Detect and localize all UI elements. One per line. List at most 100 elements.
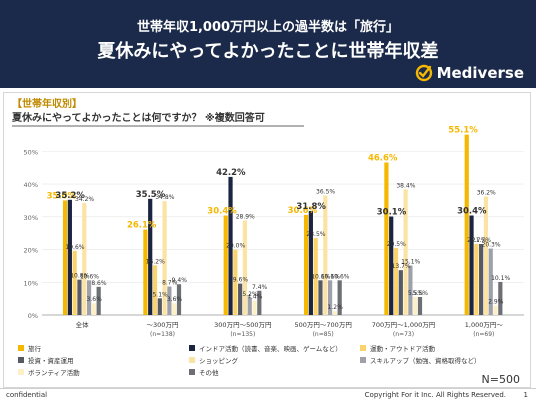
bar xyxy=(408,265,413,315)
bar xyxy=(252,300,257,315)
data-label: 3.6% xyxy=(87,296,103,303)
bar xyxy=(469,215,474,315)
legend-swatch xyxy=(189,369,195,375)
category-n-label: (n=69) xyxy=(473,331,494,338)
category-n-label: (n=135) xyxy=(230,331,255,338)
category-label: ～300万円 xyxy=(147,321,179,329)
brand-logo: Mediverse xyxy=(415,64,524,82)
data-label: 10.8% xyxy=(70,273,89,280)
data-label: 5.5% xyxy=(408,290,424,297)
data-label: 35.0% xyxy=(47,191,77,201)
data-label: 10.6% xyxy=(330,273,349,280)
bar xyxy=(233,249,238,315)
headline-line2: 夏休みにやってよかったことに世帯年収差 xyxy=(97,41,439,62)
legend-label: ボランティア活動 xyxy=(28,368,80,377)
data-label: 35.5% xyxy=(136,190,166,200)
data-label: 20.0% xyxy=(226,243,245,250)
bar xyxy=(323,195,328,315)
bar xyxy=(393,247,399,315)
y-tick-label: 20% xyxy=(24,247,38,255)
data-label: 34.2% xyxy=(75,196,94,203)
category-label: 700万円～1,000万円 xyxy=(372,321,436,329)
data-label: 20.3% xyxy=(482,242,501,249)
bar xyxy=(474,243,479,315)
data-label: 9.4% xyxy=(172,277,188,284)
bar xyxy=(157,298,162,315)
data-label: 15.1% xyxy=(401,259,420,266)
category-label: 300万円～500万円 xyxy=(214,321,271,329)
data-label: 5.2% xyxy=(242,291,258,298)
data-label: 2.9% xyxy=(488,299,504,306)
bar xyxy=(464,134,469,315)
bar xyxy=(417,297,423,315)
bar xyxy=(413,297,418,315)
legend-label: インドア活動（読書、音楽、映画、ゲームなど） xyxy=(199,344,342,353)
category-label: 全体 xyxy=(76,320,90,329)
y-tick-label: 50% xyxy=(24,148,38,156)
y-tick-label: 0% xyxy=(28,312,38,320)
data-label: 36.2% xyxy=(477,190,496,197)
y-tick-label: 40% xyxy=(24,181,38,189)
data-label: 8.6% xyxy=(91,280,107,287)
data-label: 30.4% xyxy=(457,207,487,217)
bar xyxy=(308,210,313,315)
bar xyxy=(152,265,158,315)
bar xyxy=(398,270,403,315)
bar xyxy=(228,176,233,315)
footer-confidential: confidential xyxy=(6,391,48,399)
legend-swatch xyxy=(189,357,195,363)
data-label: 34.8% xyxy=(155,194,174,201)
bar xyxy=(62,200,68,315)
bar xyxy=(77,279,82,315)
data-label: 3.6% xyxy=(167,296,183,303)
bar xyxy=(337,280,342,315)
legend-label: ショッピング xyxy=(199,356,239,365)
bar xyxy=(162,201,167,315)
bar xyxy=(384,162,389,315)
data-label: 13.7% xyxy=(392,263,411,270)
bar xyxy=(96,286,101,315)
headline-line1: 世帯年収1,000万円以上の過半数は「旅行」 xyxy=(136,20,400,35)
bar xyxy=(313,238,318,315)
legend-swatch xyxy=(18,369,24,375)
data-label: 1.2% xyxy=(328,304,344,311)
bar xyxy=(327,280,333,315)
data-label: 8.7% xyxy=(162,280,178,287)
bar xyxy=(167,286,172,315)
category-n-label: (n=85) xyxy=(313,331,334,338)
bar xyxy=(172,303,177,315)
data-label: 21.7% xyxy=(472,237,491,244)
sample-size-note: N=500 xyxy=(482,373,520,386)
y-tick-label: 30% xyxy=(24,214,38,222)
legend-swatch xyxy=(360,357,366,363)
data-label: 9.6% xyxy=(233,277,249,284)
data-label: 55.1% xyxy=(448,126,478,136)
data-label: 5.1% xyxy=(152,291,168,298)
bar xyxy=(72,250,77,315)
data-label: 38.4% xyxy=(396,182,415,189)
page-number: 1 xyxy=(523,391,528,399)
data-label: 10.6% xyxy=(80,273,99,280)
data-label: 26.1% xyxy=(127,221,157,231)
chart-question: 夏休みにやってよかったことは何ですか？ ※複数回答可 xyxy=(11,111,265,124)
chart-panel: 【世帯年収別】 夏休みにやってよかったことは何ですか？ ※複数回答可 0% 10%… xyxy=(3,92,531,388)
bar xyxy=(483,196,489,315)
data-label: 4.4% xyxy=(247,294,263,301)
bar xyxy=(91,303,96,315)
legend-swatch xyxy=(360,345,366,351)
bar xyxy=(242,220,248,315)
data-label: 10.6% xyxy=(321,273,340,280)
data-label: 15.2% xyxy=(146,258,165,265)
legend-label: 運動・アウトドア活動 xyxy=(370,344,436,353)
bar xyxy=(143,229,148,315)
data-label: 30.6% xyxy=(288,206,318,216)
bar xyxy=(247,297,252,315)
legend-swatch xyxy=(189,345,195,351)
category-n-label: (n=73) xyxy=(393,331,414,338)
bar xyxy=(238,283,243,315)
bar xyxy=(332,311,337,315)
data-label: 10.6% xyxy=(311,273,330,280)
legend-swatch xyxy=(18,357,24,363)
bar xyxy=(488,248,493,315)
legend-label: 投資・資産運用 xyxy=(28,356,74,365)
